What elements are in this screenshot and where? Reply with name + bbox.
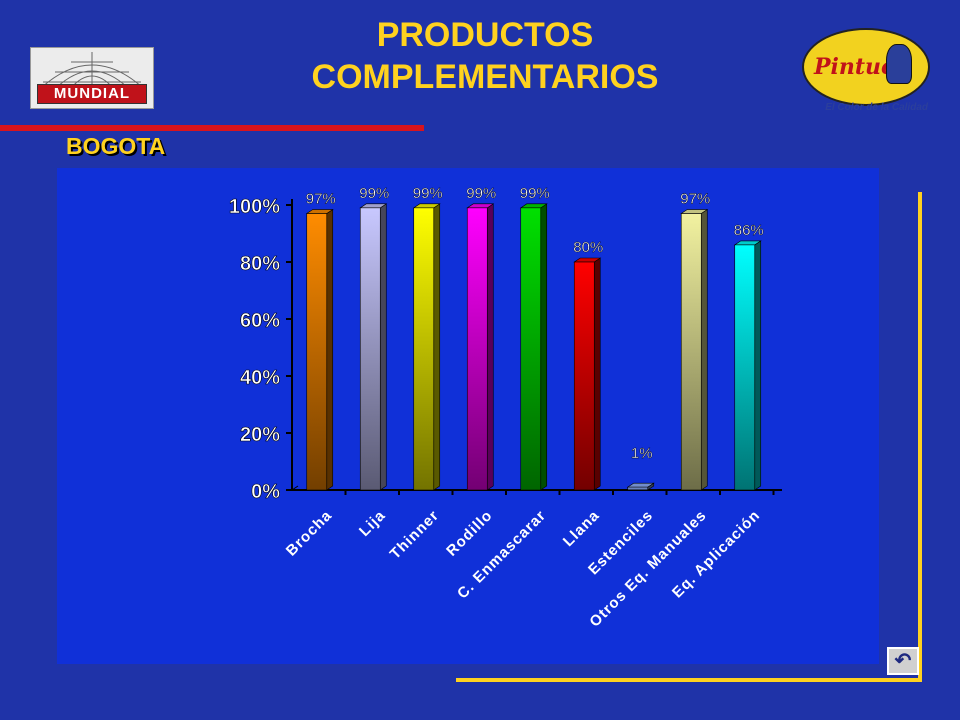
bar-value-label: 97% bbox=[306, 191, 336, 208]
x-category-label: Lija bbox=[356, 507, 389, 540]
y-tick-label: 0% bbox=[251, 481, 280, 503]
x-category-label: Brocha bbox=[283, 507, 336, 560]
yellow-vertical-rule bbox=[918, 192, 922, 682]
return-arrow-icon: ↶ bbox=[894, 650, 912, 672]
bar-side bbox=[486, 203, 494, 491]
bar-7 bbox=[680, 208, 709, 491]
yellow-horizontal-rule bbox=[456, 678, 922, 682]
bar-6 bbox=[626, 482, 655, 491]
bar-front bbox=[627, 486, 649, 491]
y-tick-label: 40% bbox=[240, 367, 280, 389]
bar-side bbox=[326, 208, 334, 491]
mundial-logo-text: MUNDIAL bbox=[37, 84, 147, 104]
x-category-label: Thinner bbox=[387, 507, 443, 563]
bar-1 bbox=[359, 203, 388, 491]
y-tick-label: 80% bbox=[240, 253, 280, 275]
bar-front bbox=[466, 207, 488, 491]
bar-front bbox=[413, 207, 435, 491]
bar-side bbox=[379, 203, 387, 491]
bar-side bbox=[433, 203, 441, 491]
y-tick-label: 60% bbox=[240, 310, 280, 332]
painter-figure-icon bbox=[886, 44, 912, 84]
bar-value-label: 97% bbox=[680, 191, 710, 208]
bar-side bbox=[540, 203, 548, 491]
x-category-label: Llana bbox=[560, 507, 603, 550]
bar-front bbox=[359, 207, 381, 491]
pintuco-logo: Pintuco El Color de la Calidad bbox=[800, 28, 930, 116]
bar-front bbox=[306, 213, 328, 491]
bar-side bbox=[700, 208, 708, 491]
pintuco-slogan: El Color de la Calidad bbox=[825, 102, 928, 113]
bar-value-label: 99% bbox=[359, 185, 389, 202]
bar-front bbox=[680, 213, 702, 491]
y-tick-label: 100% bbox=[229, 196, 280, 218]
bar-front bbox=[573, 261, 595, 491]
bar-value-label: 80% bbox=[573, 239, 603, 256]
bar-0 bbox=[305, 208, 334, 491]
y-tick-label: 20% bbox=[240, 424, 280, 446]
mundial-logo: MUNDIAL bbox=[30, 47, 154, 109]
bar-side bbox=[754, 240, 762, 491]
bar-value-label: 86% bbox=[734, 222, 764, 239]
return-button[interactable]: ↶ bbox=[887, 647, 919, 675]
bar-value-label: 1% bbox=[631, 445, 653, 462]
bar-front bbox=[734, 244, 756, 491]
bar-value-label: 99% bbox=[413, 185, 443, 202]
bar-value-label: 99% bbox=[466, 185, 496, 202]
bar-4 bbox=[519, 203, 548, 491]
axis-depth-line bbox=[291, 485, 299, 491]
title-line-2: COMPLEMENTARIOS bbox=[311, 58, 659, 96]
page-title: PRODUCTOS COMPLEMENTARIOS bbox=[250, 14, 720, 98]
title-line-1: PRODUCTOS bbox=[376, 16, 594, 54]
bar-5 bbox=[573, 257, 602, 491]
red-divider bbox=[0, 125, 424, 131]
bar-value-label: 99% bbox=[520, 185, 550, 202]
x-category-label: Rodillo bbox=[443, 507, 496, 560]
bar-2 bbox=[412, 203, 441, 491]
city-subtitle: BOGOTA bbox=[66, 133, 166, 159]
bar-8 bbox=[733, 240, 762, 491]
bar-3 bbox=[466, 203, 495, 491]
bar-side bbox=[593, 257, 601, 491]
bar-front bbox=[520, 207, 542, 491]
